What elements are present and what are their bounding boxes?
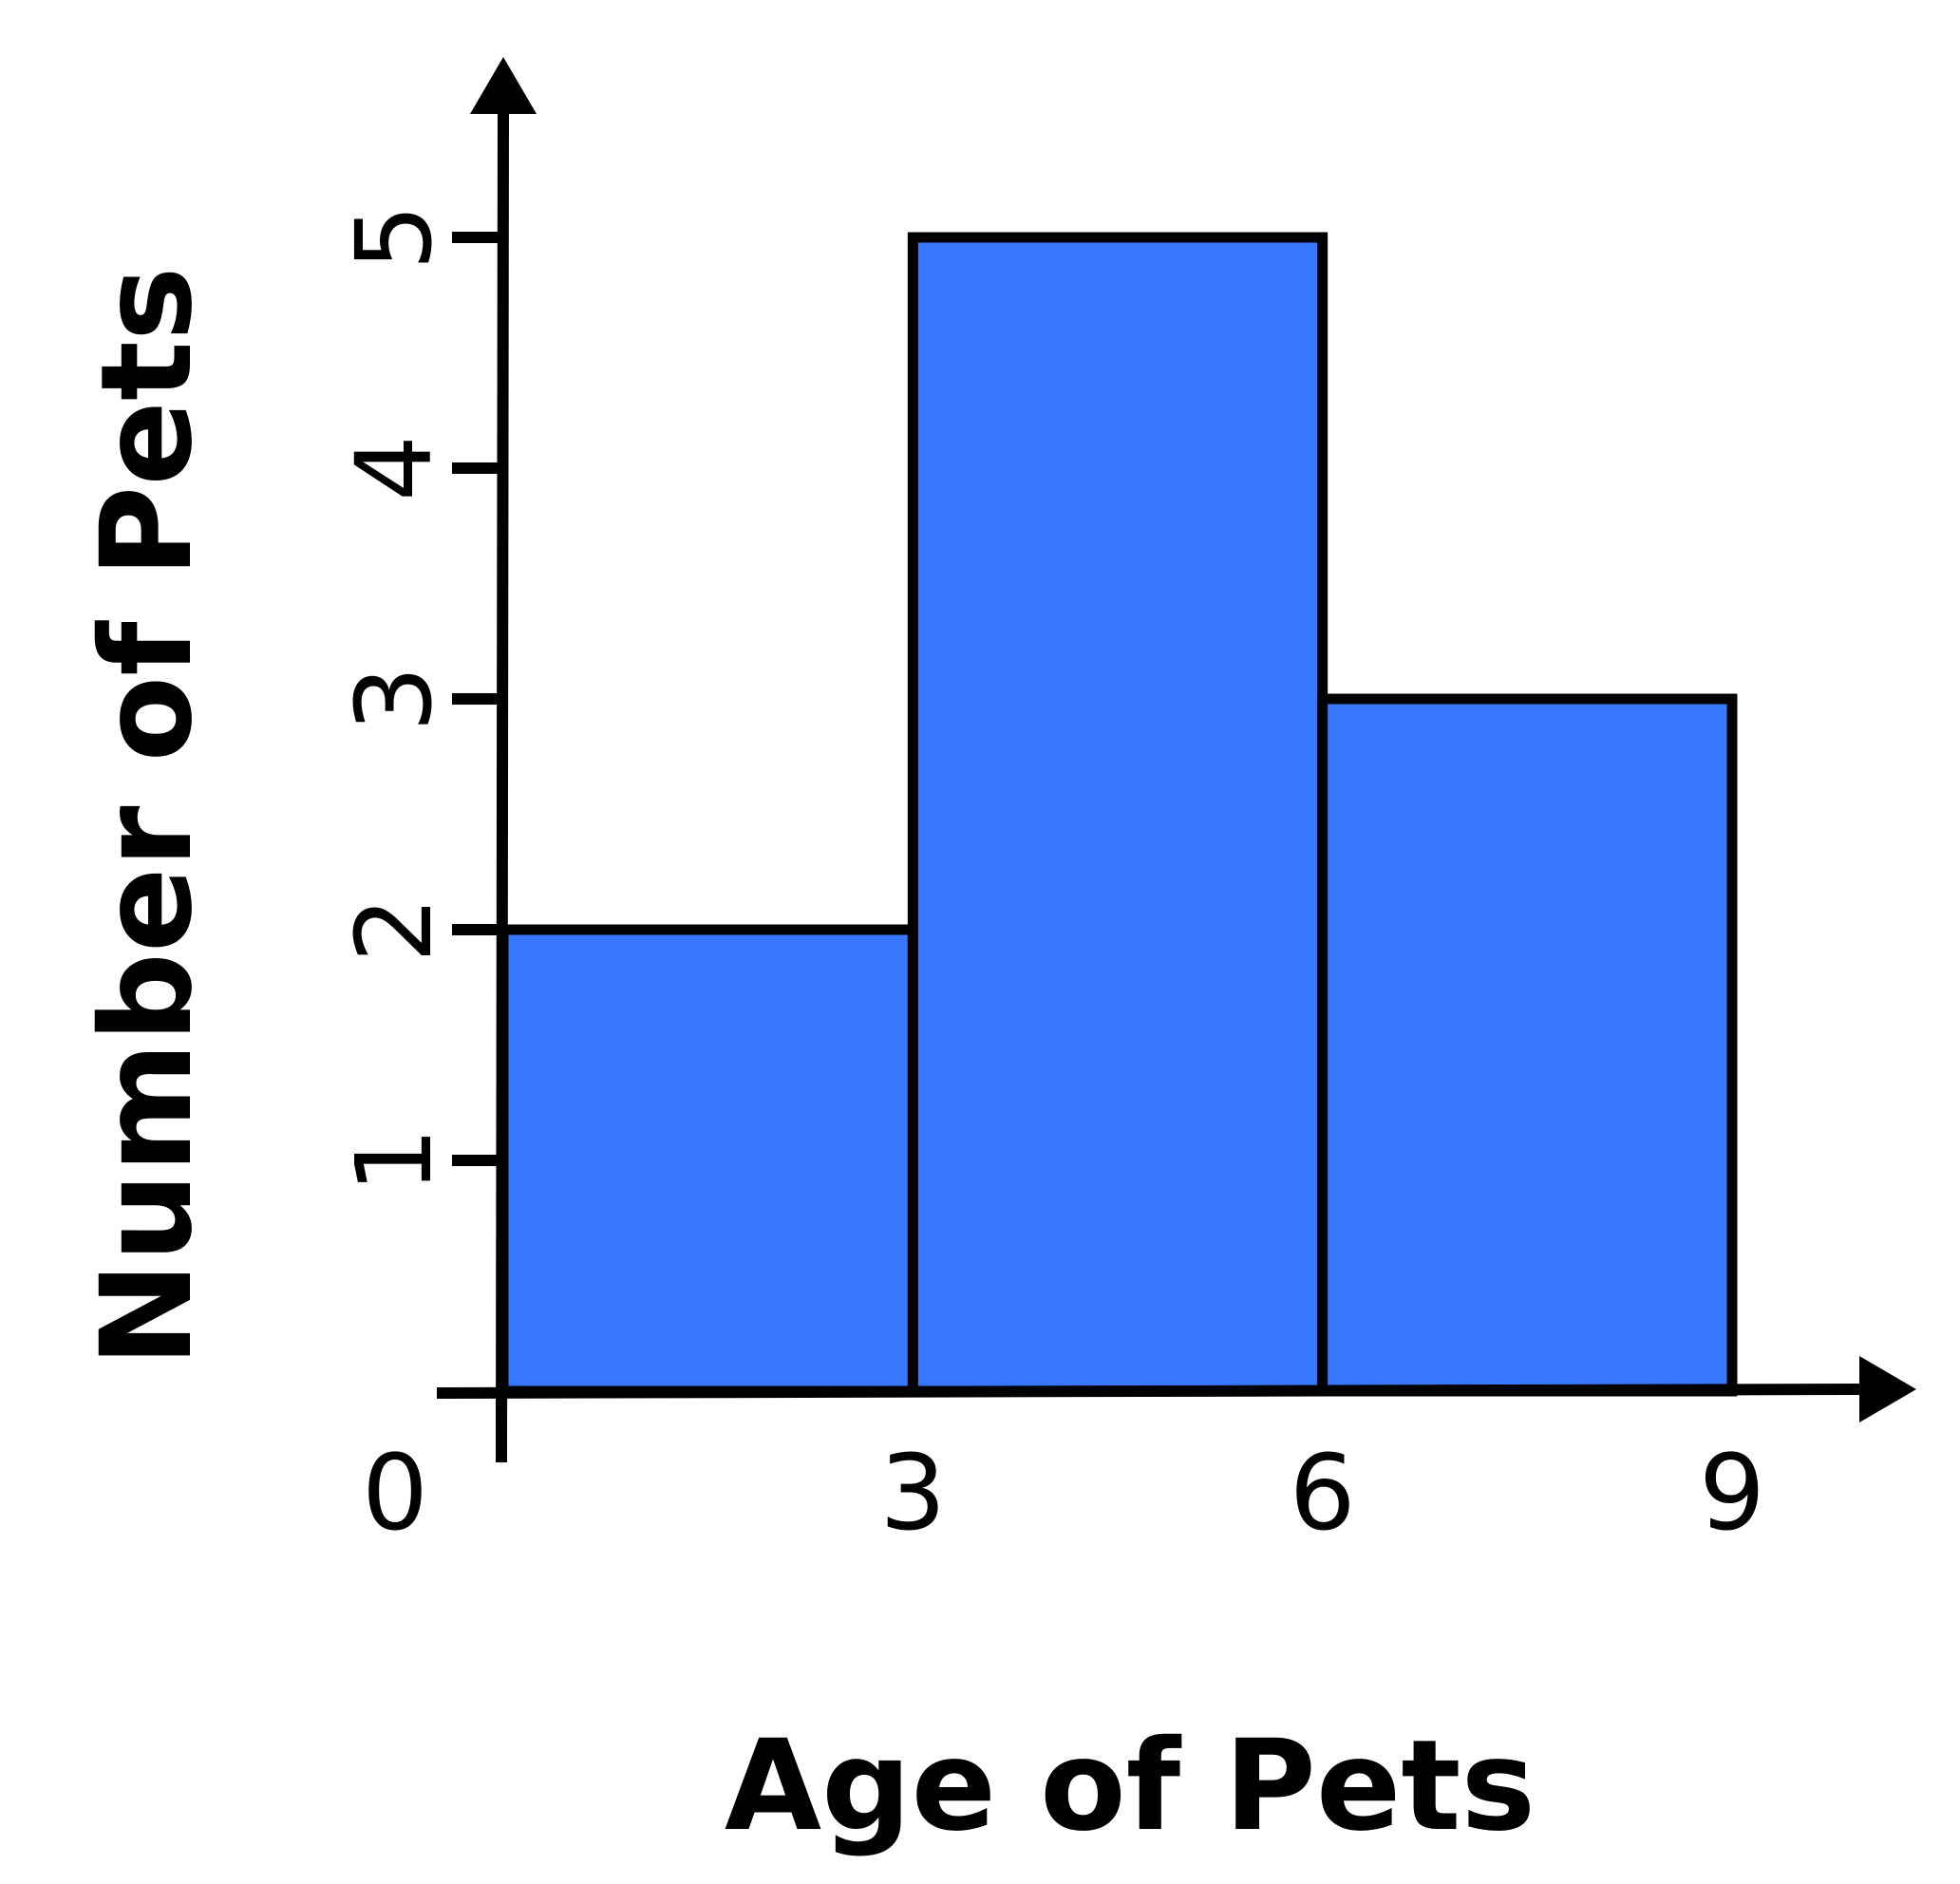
x-tick-label-3: 3 [879, 1432, 946, 1554]
y-axis-title: Number of Pets [74, 266, 220, 1366]
bars-layer [498, 232, 1738, 1397]
x-axis-title: Age of Pets [725, 1713, 1536, 1859]
x-axis-arrow-icon [1859, 1356, 1916, 1422]
x-axis-line [436, 1384, 1860, 1399]
histogram-bar-0-3 [498, 924, 918, 1397]
x-tick-label-9: 9 [1699, 1432, 1765, 1554]
tick-labels-layer: 1 2 3 4 5 0 3 6 9 [333, 204, 1765, 1554]
y-tick-label-4: 4 [333, 435, 455, 501]
axes-layer [436, 57, 1916, 1463]
ticks-layer [452, 232, 507, 1462]
y-tick-label-1: 1 [333, 1127, 455, 1194]
histogram-bar-6-9 [1317, 693, 1738, 1397]
y-axis-line [496, 105, 509, 1463]
histogram-bar-3-6 [907, 232, 1329, 1397]
x-tick-label-6: 6 [1290, 1432, 1356, 1554]
y-axis-arrow-icon [470, 57, 537, 114]
y-tick-label-2: 2 [333, 896, 455, 963]
x-tick-label-0: 0 [362, 1432, 428, 1554]
y-tick-label-3: 3 [333, 666, 455, 732]
y-tick-label-5: 5 [333, 204, 455, 271]
